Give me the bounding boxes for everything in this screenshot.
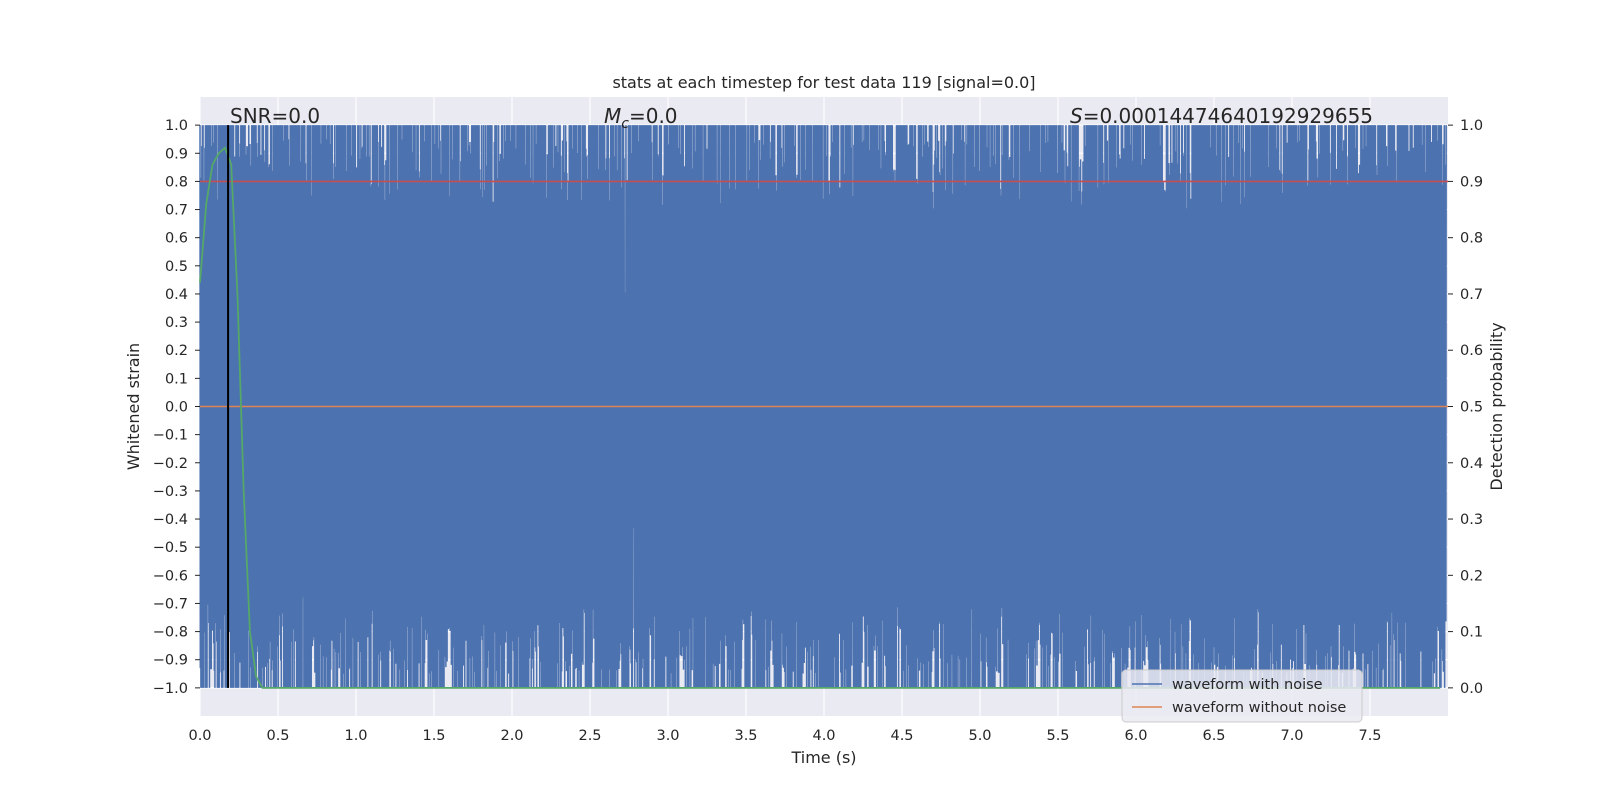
- s-annotation: S=0.00014474640192929655: [1070, 104, 1373, 128]
- y-tick-label: 0.6: [165, 231, 188, 247]
- x-tick-label: 1.5: [422, 728, 445, 744]
- y2-tick-label: 0.6: [1460, 343, 1483, 359]
- y2-axis-title: Detection probability: [1487, 322, 1506, 490]
- x-tick-label: 2.0: [500, 728, 523, 744]
- y-tick-label: −0.7: [153, 596, 188, 612]
- legend: waveform with noise waveform without nois…: [1121, 669, 1363, 723]
- y2-tick-label: 0.4: [1460, 456, 1483, 472]
- y-tick-label: 0.4: [165, 287, 188, 303]
- y2-tick-label: 0.5: [1460, 400, 1483, 416]
- y-axis-title: Whitened strain: [124, 343, 143, 470]
- y-tick-label: 0.3: [165, 315, 188, 331]
- y-tick-label: 0.5: [165, 259, 188, 275]
- x-tick-label: 5.0: [968, 728, 991, 744]
- mc-subscript: c: [621, 116, 629, 132]
- y-tick-label: 0.8: [165, 174, 188, 190]
- y-tick-label: −0.2: [153, 456, 188, 472]
- s-symbol: S: [1070, 104, 1083, 128]
- y2-tick-label: 0.7: [1460, 287, 1483, 303]
- mc-annotation: Mc=0.0: [604, 104, 678, 132]
- x-axis-title: Time (s): [790, 748, 856, 767]
- s-value: =0.00014474640192929655: [1083, 104, 1373, 128]
- y-tick-label: −0.5: [153, 540, 188, 556]
- legend-label: waveform with noise: [1172, 677, 1323, 693]
- chart-title: stats at each timestep for test data 119…: [612, 73, 1035, 92]
- y-tick-label: −0.3: [153, 484, 188, 500]
- y-tick-label: 0.9: [165, 146, 188, 162]
- series-detection-probability: [199, 146, 1441, 689]
- y-tick-label: −0.1: [153, 428, 188, 444]
- y2-tick-label: 0.2: [1460, 568, 1483, 584]
- x-tick-label: 4.5: [890, 728, 913, 744]
- series-layer: [199, 125, 1448, 689]
- x-tick-label: 2.5: [578, 728, 601, 744]
- y2-tick-label: 0.3: [1460, 512, 1483, 528]
- mc-value: =0.0: [629, 104, 678, 128]
- y2-tick-label: 0.8: [1460, 231, 1483, 247]
- x-tick-label: 6.0: [1124, 728, 1147, 744]
- y-tick-label: 1.0: [165, 118, 188, 134]
- x-tick-label: 0.0: [188, 728, 211, 744]
- legend-box: [1121, 669, 1363, 723]
- y-tick-label: −0.4: [153, 512, 188, 528]
- y-tick-label: 0.2: [165, 343, 188, 359]
- y-tick-label: −1.0: [153, 681, 188, 697]
- snr-annotation: SNR=0.0: [230, 104, 320, 128]
- axes-layer: 0.0 0.5 1.0 1.5 2.0 2.5 3.0 3.5 4.0 4.5 5.0 5.5 6.0 6…: [153, 118, 1483, 744]
- y-tick-label: 0.0: [165, 400, 188, 416]
- x-tick-label: 3.0: [656, 728, 679, 744]
- x-tick-label: 4.0: [812, 728, 835, 744]
- y2-tick-label: 0.9: [1460, 174, 1483, 190]
- x-tick-label: 5.5: [1046, 728, 1069, 744]
- x-tick-label: 0.5: [266, 728, 289, 744]
- legend-label: waveform without noise: [1172, 700, 1346, 716]
- y-tick-label: −0.9: [153, 653, 188, 669]
- x-tick-label: 1.0: [344, 728, 367, 744]
- y2-tick-label: 1.0: [1460, 118, 1483, 134]
- y2-tick-label: 0.0: [1460, 681, 1483, 697]
- x-tick-label: 6.5: [1202, 728, 1225, 744]
- mc-symbol: M: [604, 104, 621, 128]
- y-tick-label: 0.7: [165, 203, 188, 219]
- y-tick-label: 0.1: [165, 371, 188, 387]
- x-tick-label: 7.5: [1358, 728, 1381, 744]
- x-tick-label: 3.5: [734, 728, 757, 744]
- y-tick-label: −0.8: [153, 625, 188, 641]
- x-tick-label: 7.0: [1280, 728, 1303, 744]
- y2-tick-label: 0.1: [1460, 625, 1483, 641]
- y-tick-label: −0.6: [153, 568, 188, 584]
